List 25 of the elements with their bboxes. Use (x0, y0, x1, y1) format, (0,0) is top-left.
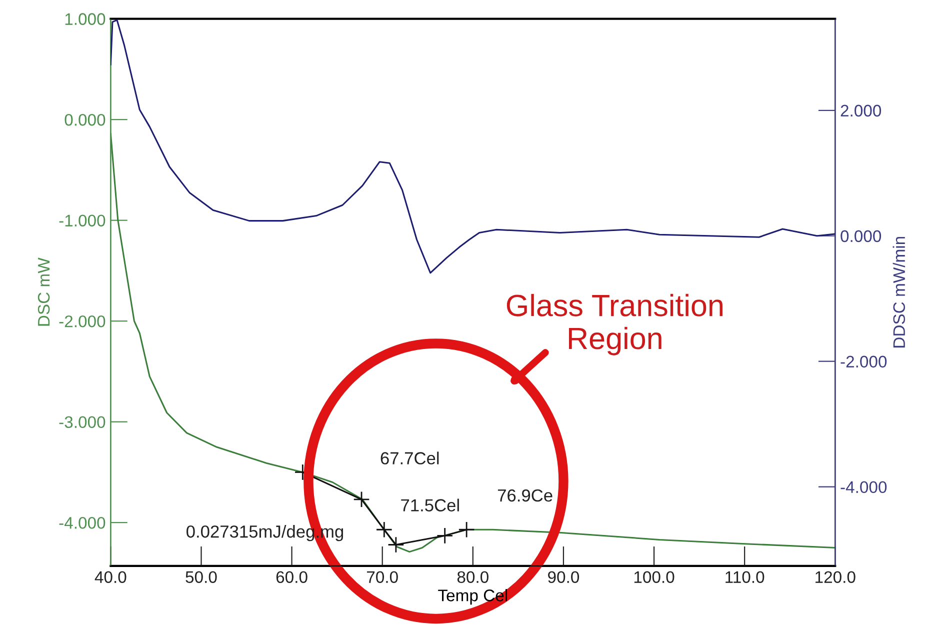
y2-tick-label: -4.000 (840, 481, 887, 494)
y-tick-label: -3.000 (59, 416, 106, 428)
x-tick-label: 40.0 (94, 571, 126, 584)
x-tick-label: 70.0 (366, 571, 398, 584)
x-tick-label: 90.0 (548, 571, 580, 584)
y-tick-label: -1.000 (59, 214, 106, 226)
y-tick-label: -2.000 (59, 315, 106, 328)
y2-tick-label: -2.000 (840, 356, 887, 368)
x-tick-label: 110.0 (726, 571, 764, 584)
y-tick-label: -4.000 (59, 516, 106, 529)
y-tick-label: 0.000 (64, 114, 106, 126)
y2-axis-title: DDSC mW/min (892, 236, 906, 348)
y2-tick-label: 0.000 (840, 230, 882, 242)
annotation: Glass Transition Region (506, 294, 722, 356)
x-tick-label: 120.0 (816, 571, 856, 584)
y2-tick-label: 2.000 (840, 104, 882, 117)
annotation: 76.9Ce (498, 489, 552, 502)
x-tick-label: 100.0 (634, 571, 674, 584)
annotation: 67.7Cel (380, 452, 439, 464)
x-tick-label: 60.0 (276, 571, 308, 584)
x-tick-label: 50.0 (186, 571, 217, 584)
x-tick-label: 80.0 (457, 571, 488, 584)
y-tick-label: 1.000 (65, 13, 106, 25)
y-axis-title: DSC mW (38, 258, 50, 326)
annotation: 71.5Cel (401, 498, 459, 512)
